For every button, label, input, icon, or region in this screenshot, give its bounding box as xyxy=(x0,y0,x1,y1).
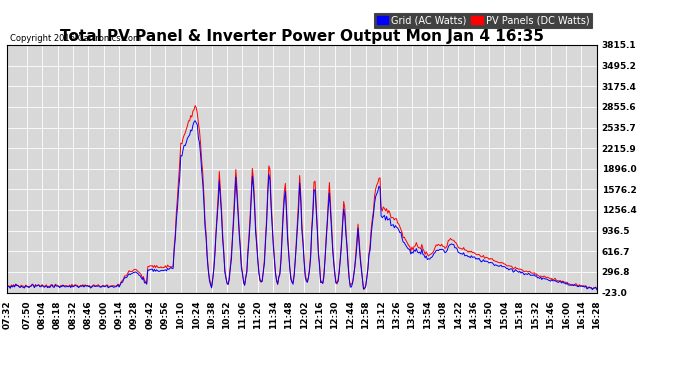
Title: Total PV Panel & Inverter Power Output Mon Jan 4 16:35: Total PV Panel & Inverter Power Output M… xyxy=(60,29,544,44)
Text: Copyright 2016 Cartronics.com: Copyright 2016 Cartronics.com xyxy=(10,33,141,42)
Legend: Grid (AC Watts), PV Panels (DC Watts): Grid (AC Watts), PV Panels (DC Watts) xyxy=(374,13,592,28)
